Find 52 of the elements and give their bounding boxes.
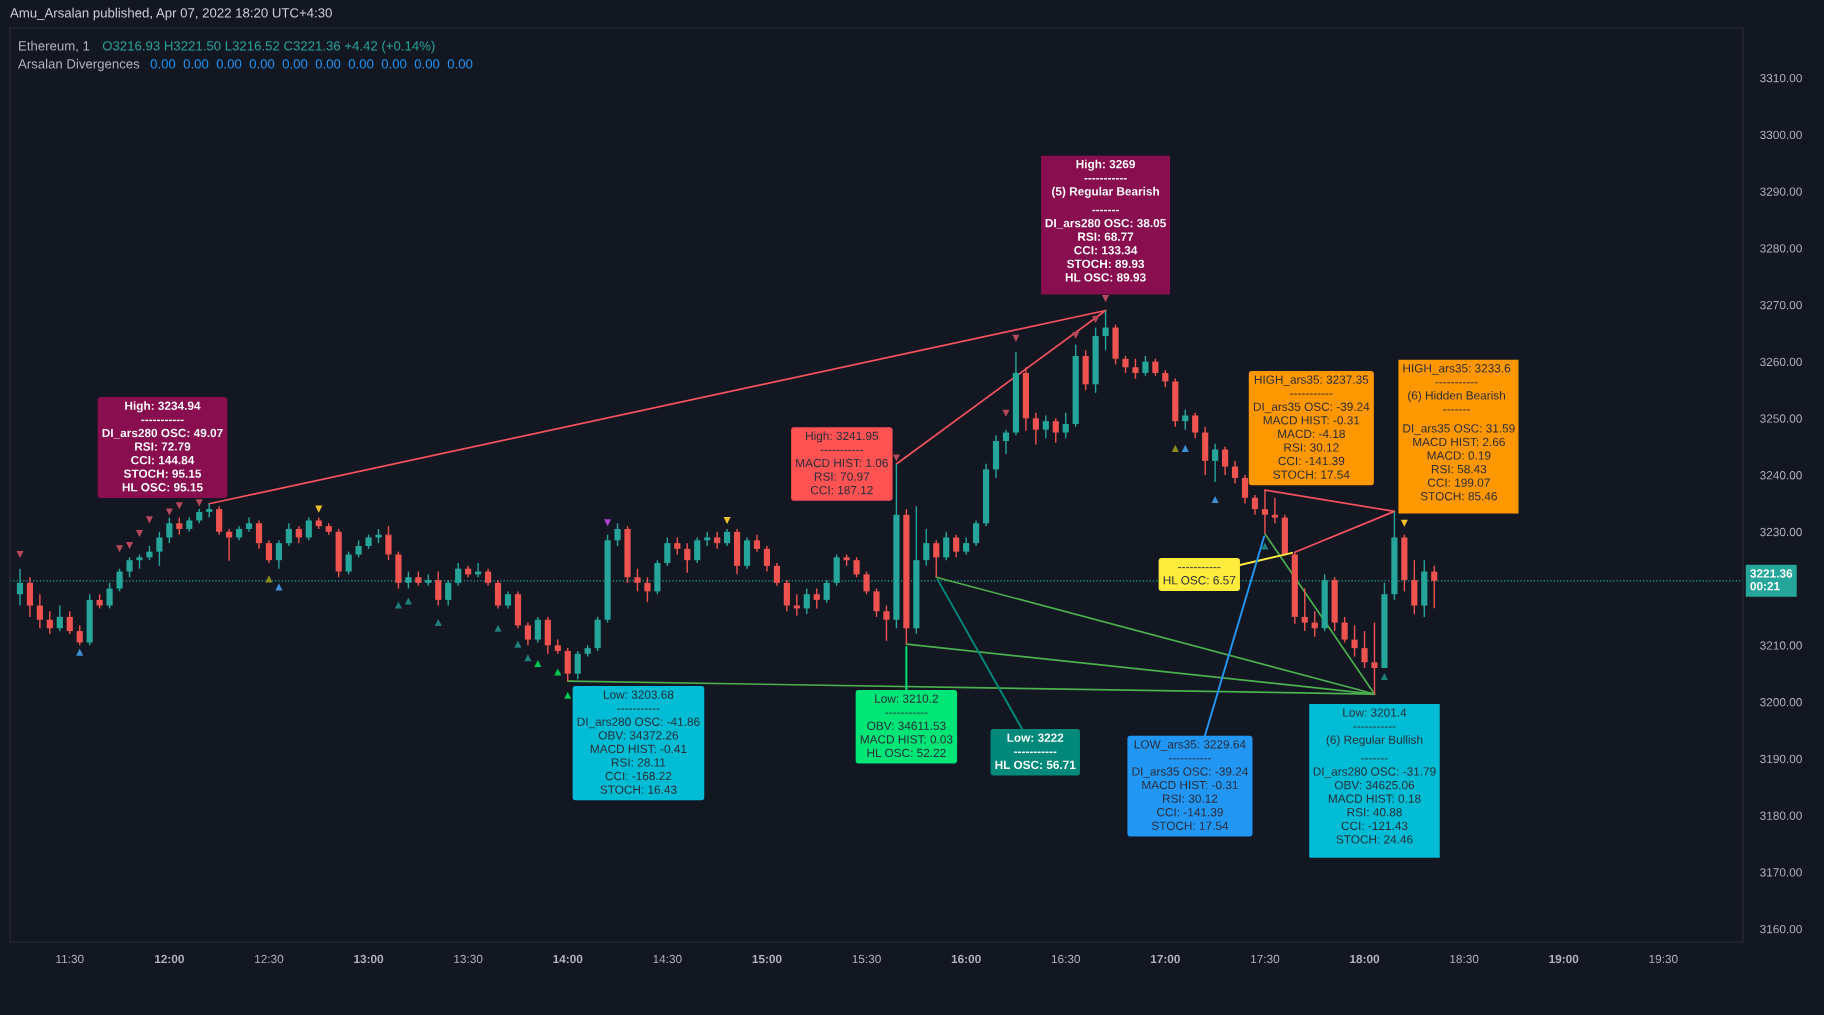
y-tick-label: 3270.00 (1760, 300, 1802, 310)
y-tick-label: 3240.00 (1760, 471, 1802, 480)
annotation: HIGH_ars35: 3237.35 ----------- DI_ars35 OSC: -39.24 MACD HIST: -0.31 MACD: -4.18 RSI: 30.12 CCI: -141.39 STOCH: 17.54 (1253, 375, 1370, 479)
annotation: HIGH_ars35: 3233.6 ----------- (6) Hidden Bearish ------- (1403, 364, 1511, 411)
annotation: High: 3234.94 ----------- DI_ars280 OSC: 49.07 RSI: 72.79 CCI: 144.84 STOCH: 95.15 HL OSC: 95.15 (102, 401, 223, 492)
x-tick-label: 12:00 (155, 954, 184, 964)
x-tick-label: 18:00 (1350, 954, 1380, 964)
y-tick-label: 3250.00 (1760, 414, 1802, 423)
x-tick-label: 19:30 (1649, 954, 1678, 964)
x-tick-label: 16:30 (1051, 954, 1081, 964)
y-tick-label: 3160.00 (1760, 924, 1802, 934)
x-tick-label: 14:30 (653, 954, 682, 964)
annotation: Arsalan Divergences (18, 58, 140, 72)
y-tick-label: 3300.00 (1760, 130, 1802, 140)
y-tick-label: 3200.00 (1760, 698, 1802, 707)
annotation: LOW_ars35: 3229.64 ----------- DI_ars35 OSC: -39.24 MACD HIST: -0.31 RSI: 30.12 CCI: -141.39 STOCH: 17.54 (1132, 740, 1248, 830)
y-tick-label: 3260.00 (1760, 357, 1802, 366)
x-tick-label: 14:00 (553, 954, 583, 964)
x-tick-label: 17:30 (1251, 954, 1280, 964)
text: O3216.93 H3221.50 L3216.52 C3221.36 +4.42 (+0.14%) (102, 40, 435, 54)
y-tick-label: 3210.00 (1760, 641, 1802, 650)
x-tick-label: 13:30 (454, 954, 483, 964)
annotation: High: 3269 ----------- (5) Regular Bearish (1052, 159, 1159, 198)
annotation: Low: 3222 ----------- HL OSC: 56.71 (995, 733, 1076, 770)
text: Ethereum, 1 (19, 40, 90, 53)
annotation: Low: 3210.2 ----------- OBV: 34611.53 MACD HIST: 0.03 HL OSC: 52.22 (860, 694, 953, 758)
annotation: 0.00 0.00 0.00 0.00 0.00 0.00 0.00 0.00 0.00 0.00 (150, 59, 473, 69)
annotation: ------- DI_ars280 OSC: 38.05 RSI: 68.77 CCI: 133.34 STOCH: 89.93 HL OSC: 89.93 (1045, 209, 1166, 282)
x-tick-label: 19:00 (1549, 954, 1579, 964)
y-tick-label: 3290.00 (1760, 187, 1802, 196)
annotation: Low: 3201.4 ----------- (6) Regular Bullish (1326, 708, 1423, 747)
y-tick-label: 3190.00 (1760, 754, 1802, 764)
y-tick-label: 3310.00 (1760, 73, 1802, 83)
x-tick-label: 15:00 (752, 954, 782, 964)
annotation: ----------- HL OSC: 6.57 (1163, 567, 1236, 585)
x-tick-label: 13:00 (354, 954, 384, 964)
text: Amu_Arsalan published, Apr 07, 2022 18:20 UTC+4:30 (10, 7, 332, 21)
x-tick-label: 12:30 (255, 954, 284, 964)
x-tick-label: 17:00 (1150, 954, 1180, 964)
x-tick-label: 16:00 (951, 954, 981, 964)
y-tick-label: 3280.00 (1760, 244, 1802, 253)
annotation: High: 3241.95 ----------- MACD HIST: 1.06 RSI: 70.97 CCI: 187.12 (796, 431, 888, 495)
ref-line-label: 3221.36 00:21 (1750, 569, 1793, 591)
x-tick-label: 18:30 (1450, 954, 1479, 964)
y-tick-label: 3170.00 (1760, 868, 1802, 877)
y-tick-label: 3230.00 (1760, 527, 1802, 537)
annotation: ------- DI_ars280 OSC: -31.79 OBV: 34625.06 MACD HIST: 0.18 RSI: 40.88 CCI: -121.43 STOCH: 24.46 (1313, 758, 1436, 844)
annotation: DI_ars35 OSC: 31.59 MACD HIST: 2.66 MACD: 0.19 RSI: 58.43 CCI: 199.07 STOCH: 85.46 (1403, 424, 1515, 501)
y-tick-label: 3180.00 (1760, 811, 1802, 820)
annotation: Low: 3203.68 ----------- DI_ars280 OSC: -41.86 OBV: 34372.26 MACD HIST: -0.41 RSI: 28.11 CCI: -168.22 STOCH: 16.43 (577, 690, 700, 794)
x-tick-label: 15:30 (852, 954, 881, 964)
x-tick-label: 11:30 (56, 954, 84, 964)
